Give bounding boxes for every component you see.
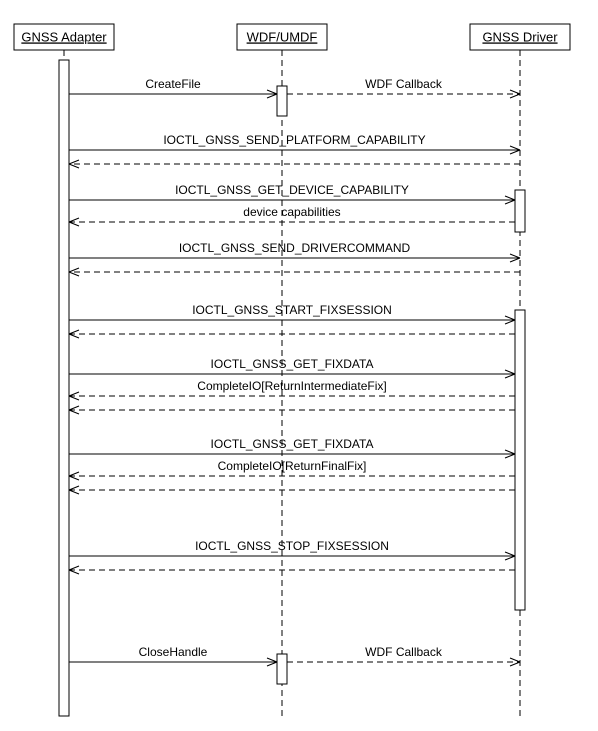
message-label-2: IOCTL_GNSS_SEND_PLATFORM_CAPABILITY <box>163 133 425 147</box>
activation-wdf-4 <box>277 654 287 684</box>
message-label-6: IOCTL_GNSS_SEND_DRIVERCOMMAND <box>179 241 411 255</box>
message-label-19: WDF Callback <box>365 645 443 659</box>
message-label-13: IOCTL_GNSS_GET_FIXDATA <box>211 437 374 451</box>
message-label-16: IOCTL_GNSS_STOP_FIXSESSION <box>195 539 389 553</box>
message-label-8: IOCTL_GNSS_START_FIXSESSION <box>192 303 392 317</box>
message-label-10: IOCTL_GNSS_GET_FIXDATA <box>211 357 374 371</box>
message-label-14: CompleteIO[ReturnFinalFix] <box>218 459 367 473</box>
activation-driver-3 <box>515 310 525 610</box>
message-label-11: CompleteIO[ReturnIntermediateFix] <box>197 379 386 393</box>
activation-driver-2 <box>515 190 525 232</box>
lifeline-label-driver: GNSS Driver <box>482 29 558 44</box>
message-label-5: device capabilities <box>243 205 340 219</box>
activation-wdf-1 <box>277 86 287 116</box>
message-label-18: CloseHandle <box>139 645 208 659</box>
sequence-diagram: GNSS Adapter WDF/UMDF GNSS Driver CreateFil… <box>0 0 598 731</box>
lifeline-label-wdf: WDF/UMDF <box>247 29 318 44</box>
message-label-1: WDF Callback <box>365 77 443 91</box>
message-label-4: IOCTL_GNSS_GET_DEVICE_CAPABILITY <box>175 183 409 197</box>
activation-adapter-0 <box>59 60 69 716</box>
lifeline-label-adapter: GNSS Adapter <box>21 29 107 44</box>
message-label-0: CreateFile <box>145 77 201 91</box>
